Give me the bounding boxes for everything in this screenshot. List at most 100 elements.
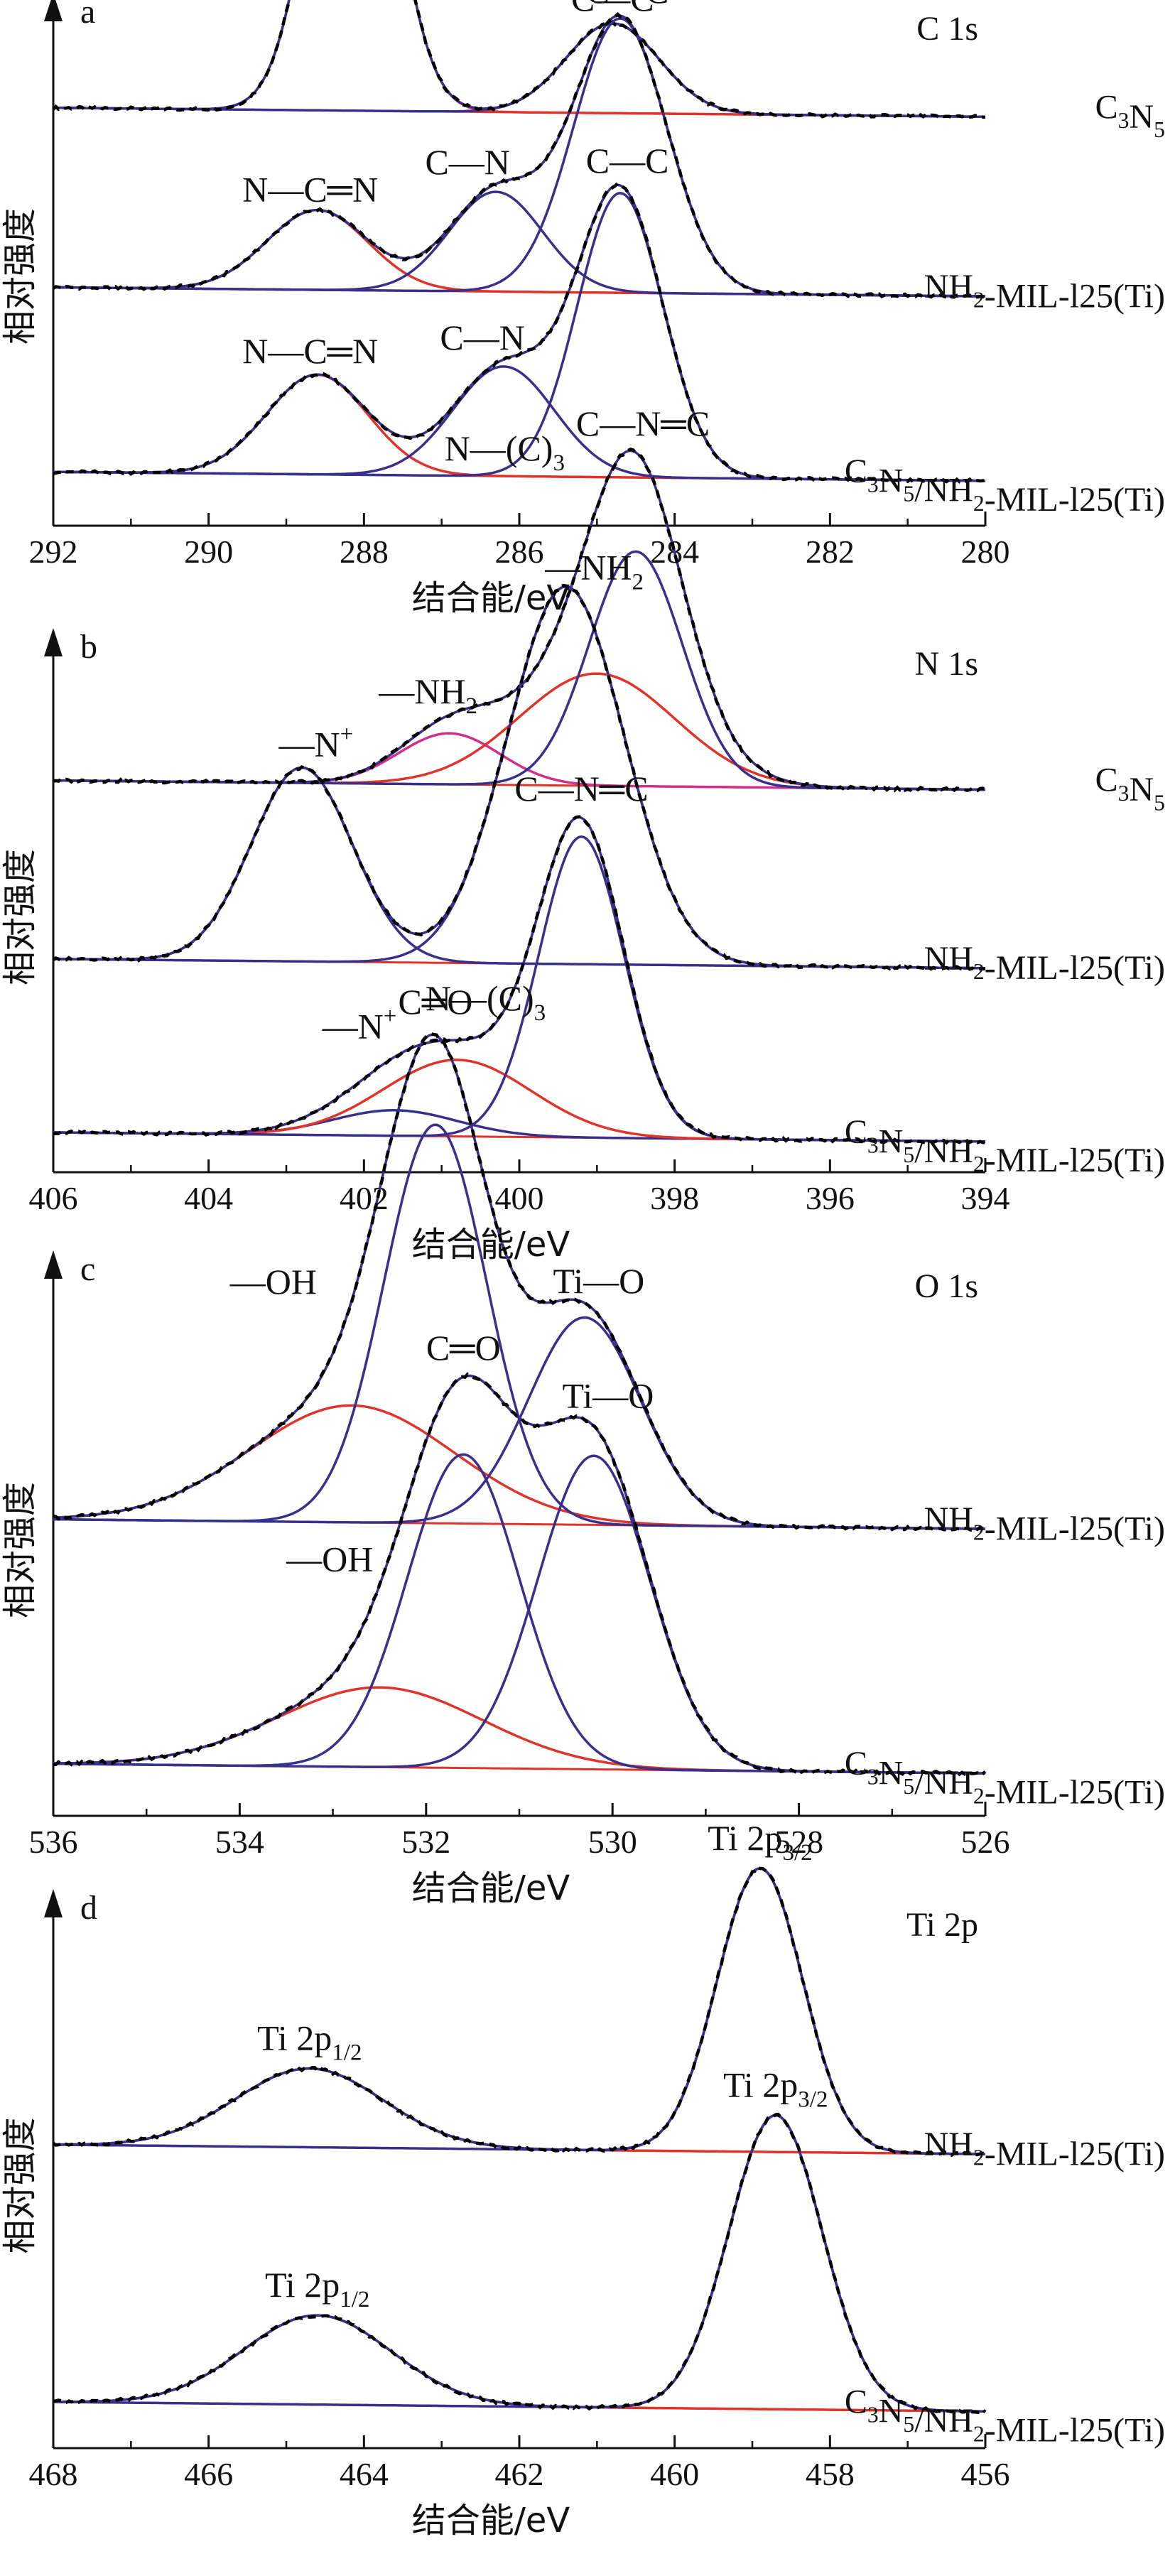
- peak-label: C—N═C: [576, 404, 710, 443]
- peak-label: C—N: [425, 142, 509, 182]
- panel-label: a: [80, 0, 95, 31]
- sample-label: NH2-MIL-l25(Ti): [924, 268, 1165, 315]
- x-axis-label: 结合能/eV: [412, 2501, 570, 2540]
- peak-label: Ti 2p3/2: [708, 1818, 812, 1866]
- x-tick-label: 280: [961, 534, 1010, 570]
- fit-envelope: [53, 1033, 986, 1530]
- x-tick-label: 466: [184, 2456, 233, 2492]
- x-tick-label: 530: [588, 1824, 637, 1860]
- series-1: Ti 2p1/2 Ti 2p3/2 C3N5/NH2-MIL-l25(Ti): [53, 2064, 1165, 2450]
- x-tick-label: 526: [961, 1824, 1010, 1860]
- peak-label: —OH: [229, 1262, 317, 1301]
- x-tick-label: 400: [495, 1180, 544, 1216]
- peak-label: —N+: [322, 1003, 397, 1046]
- series-1: —N+ —NH2 NH2-MIL-l25(Ti): [52, 548, 1165, 987]
- x-tick-label: 464: [340, 2456, 389, 2492]
- sample-label: C3N5/NH2-MIL-l25(Ti): [845, 2383, 1165, 2449]
- y-axis-label: 相对强度: [0, 2117, 40, 2253]
- raw-data: [52, 1865, 987, 2158]
- region-label: C 1s: [916, 10, 978, 48]
- x-tick-label: 406: [29, 1180, 78, 1216]
- series-0: —OH C═O Ti—O NH2-MIL-l25(Ti): [53, 982, 1165, 1548]
- panel-label: b: [80, 628, 97, 666]
- x-tick-label: 536: [29, 1824, 78, 1860]
- fit-envelope: [53, 0, 986, 119]
- peak-label: —NH2: [544, 548, 644, 595]
- peak-label: Ti—O: [553, 1261, 644, 1301]
- peak-label: Ti 2p1/2: [257, 2018, 362, 2066]
- x-tick-label: 282: [806, 534, 855, 570]
- x-tick-label: 398: [650, 1180, 699, 1216]
- component-peak: [53, 208, 986, 298]
- panel-label: c: [80, 1250, 95, 1288]
- x-axis-label: 结合能/eV: [412, 1868, 570, 1908]
- peak-label: C—C: [571, 0, 654, 18]
- x-tick-label: 460: [650, 2456, 699, 2492]
- peak-label: C—N═C: [514, 769, 648, 808]
- component-peak: [53, 190, 986, 298]
- y-axis-arrow: [44, 1889, 63, 1917]
- y-axis-label: 相对强度: [0, 1482, 40, 1618]
- peak-label: N—C═N: [242, 331, 378, 371]
- fit-envelope: [53, 14, 986, 298]
- region-label: N 1s: [915, 645, 978, 683]
- component-peak: [53, 1454, 986, 1775]
- x-tick-label: 462: [495, 2456, 544, 2492]
- x-tick-label: 456: [961, 2456, 1010, 2492]
- fit-envelope: [53, 449, 985, 791]
- raw-data: [53, 2112, 987, 2415]
- x-tick-label: 286: [495, 534, 544, 570]
- region-label: Ti 2p: [906, 1906, 978, 1944]
- panel-c: 536 534 532 530 528 526 结合能/eV 相对强度 c O 1s —OH C═O T…: [0, 982, 1165, 1908]
- x-tick-label: 534: [215, 1824, 264, 1860]
- raw-data: [53, 1372, 987, 1777]
- component-peak: [53, 22, 986, 119]
- peak-label: —N+: [278, 721, 353, 764]
- raw-data: [52, 12, 986, 299]
- raw-data: [53, 1032, 986, 1532]
- x-tick-label: 394: [961, 1180, 1010, 1216]
- peak-label: N—(C)3: [426, 978, 546, 1026]
- series-2: N—C═N C—N C—C C3N5/NH2-MIL-l25(Ti): [53, 141, 1165, 519]
- peak-label: N—C═N: [242, 170, 378, 210]
- sample-label: C3N5/NH2-MIL-l25(Ti): [845, 1745, 1165, 1811]
- raw-data: [52, 583, 986, 972]
- peak-label: C═O: [426, 1328, 501, 1368]
- panel-label: d: [80, 1889, 97, 1927]
- raw-data: [53, 814, 986, 1145]
- peak-label: —NH2: [378, 671, 477, 719]
- x-tick-label: 404: [184, 1180, 233, 1216]
- sample-label: C3N5/NH2-MIL-l25(Ti): [845, 1113, 1165, 1179]
- component-peak: [53, 1453, 986, 1775]
- peak-label: Ti 2p1/2: [265, 2265, 369, 2312]
- fit-envelope: [53, 2114, 986, 2413]
- peak-label: C—N: [440, 318, 524, 357]
- peak-label: Ti—O: [563, 1376, 654, 1416]
- raw-data: [52, 0, 986, 120]
- peak-label: C═O: [398, 982, 472, 1022]
- x-tick-label: 396: [806, 1180, 855, 1216]
- sample-label: NH2-MIL-l25(Ti): [924, 2126, 1165, 2172]
- series-0: Ti 2p1/2 Ti 2p3/2 NH2-MIL-l25(Ti): [52, 1818, 1165, 2173]
- series-1: —OH C═O Ti—O C3N5/NH2-MIL-l25(Ti): [53, 1328, 1165, 1811]
- sample-label: NH2-MIL-l25(Ti): [924, 1500, 1165, 1547]
- peak-label: C—C: [586, 141, 669, 180]
- raw-data: [53, 447, 986, 793]
- x-tick-label: 532: [401, 1824, 450, 1860]
- y-axis-label: 相对强度: [0, 849, 40, 985]
- x-tick-label: 288: [340, 534, 389, 570]
- peak-label: Ti 2p3/2: [723, 2064, 828, 2112]
- peak-label: C—C: [586, 0, 669, 11]
- x-tick-label: 528: [774, 1824, 823, 1860]
- y-axis-arrow: [44, 1250, 63, 1279]
- x-tick-label: 290: [184, 534, 233, 570]
- sample-label: NH2-MIL-l25(Ti): [924, 940, 1165, 987]
- sample-label: C3N5: [1095, 762, 1165, 816]
- x-tick-label: 468: [29, 2456, 78, 2492]
- component-peak: [53, 2114, 986, 2413]
